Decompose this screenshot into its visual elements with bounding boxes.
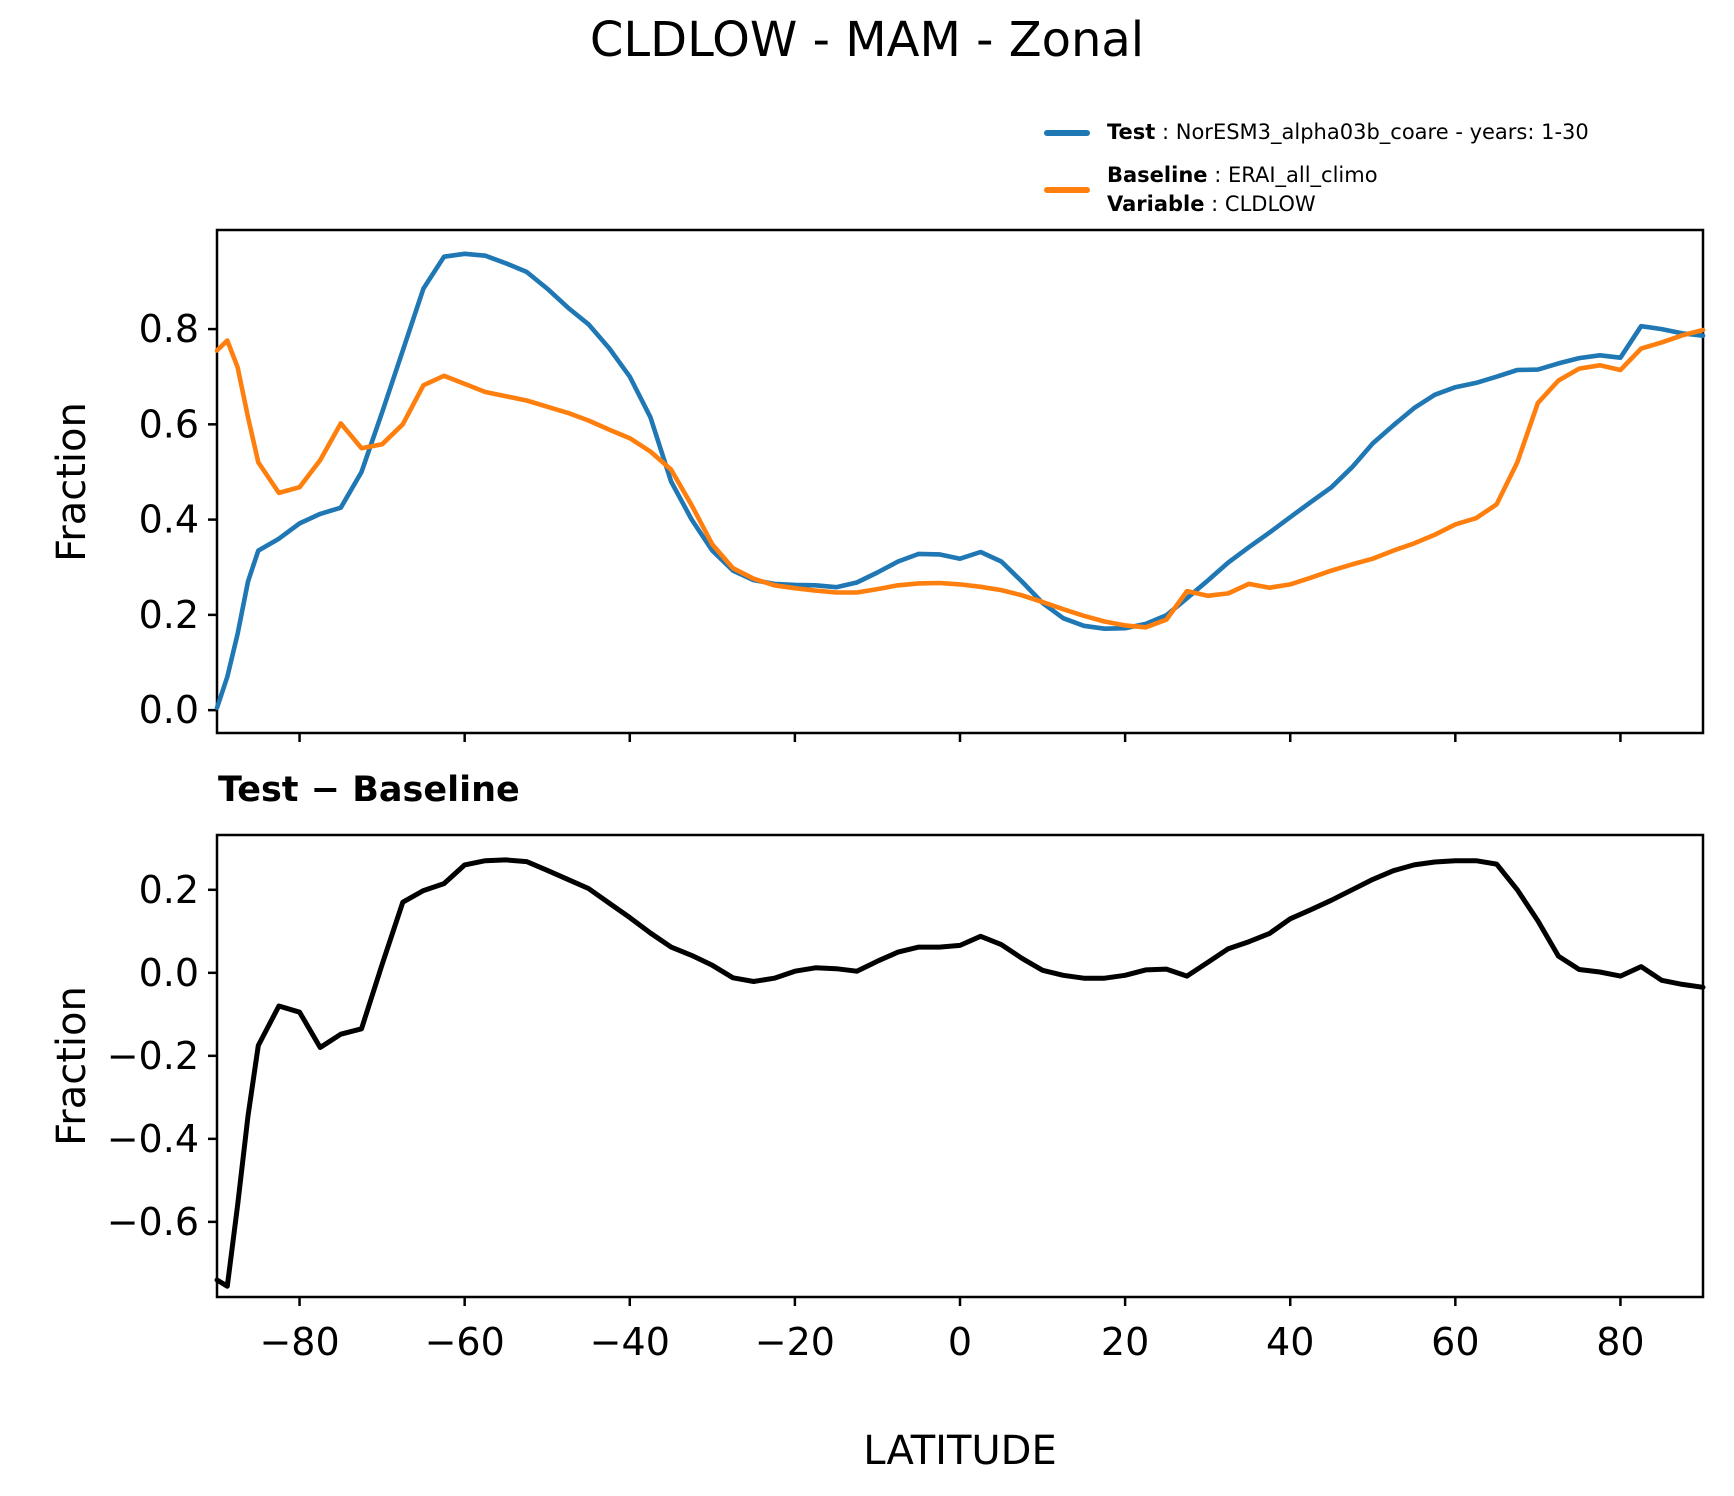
legend-test-value: : NorESM3_alpha03b_coare - years: 1-30	[1155, 120, 1589, 144]
figure-title: CLDLOW - MAM - Zonal	[589, 12, 1145, 68]
y-tick-label: 0.2	[139, 593, 199, 637]
y-tick-label: −0.6	[107, 1200, 199, 1244]
x-tick-label: 40	[1266, 1320, 1314, 1364]
x-tick-label: 0	[948, 1320, 972, 1364]
x-tick-label: −80	[259, 1320, 339, 1364]
x-tick-label: 20	[1101, 1320, 1149, 1364]
legend-entry-baseline-label: Baseline : ERAI_all_climo Variable : CLD…	[1107, 161, 1378, 219]
y-tick-label: 0.8	[139, 307, 199, 351]
legend: Test : NorESM3_alpha03b_coare - years: 1…	[1044, 118, 1589, 219]
panel-0-series-0-line	[214, 251, 1706, 711]
y-tick-label: 0.6	[139, 402, 199, 446]
baseline-line-swatch	[1044, 187, 1090, 193]
y-tick-label: −0.4	[107, 1117, 199, 1161]
legend-entry-test: Test : NorESM3_alpha03b_coare - years: 1…	[1044, 118, 1589, 147]
legend-baseline-line: Baseline : ERAI_all_climo	[1107, 161, 1378, 190]
x-axis-label: LATITUDE	[863, 1428, 1057, 1474]
x-tick-label: −40	[590, 1320, 670, 1364]
y-tick-label: 0.4	[139, 498, 199, 542]
y-tick-label: 0.0	[139, 688, 199, 732]
legend-entry-baseline: Baseline : ERAI_all_climo Variable : CLD…	[1044, 161, 1589, 219]
legend-baseline-key: Baseline	[1107, 163, 1208, 187]
panel-0-axes-box	[215, 228, 1705, 735]
x-tick-label: −60	[425, 1320, 505, 1364]
y-tick-label: −0.2	[107, 1034, 199, 1078]
panel-0-series-1-line	[214, 327, 1706, 630]
y-tick-label: 0.2	[139, 868, 199, 912]
panel-1-axes-box	[215, 833, 1705, 1299]
difference-panel-title: Test − Baseline	[218, 770, 520, 810]
x-tick-label: −20	[755, 1320, 835, 1364]
legend-test-key: Test	[1107, 120, 1156, 144]
test-line-swatch	[1044, 129, 1090, 136]
legend-baseline-value: : ERAI_all_climo	[1207, 163, 1378, 187]
legend-entry-test-label: Test : NorESM3_alpha03b_coare - years: 1…	[1107, 118, 1589, 147]
panel-1-series-0-line	[214, 857, 1706, 1289]
x-tick-label: 60	[1431, 1320, 1479, 1364]
legend-variable-value: : CLDLOW	[1204, 192, 1316, 216]
legend-variable-line: Variable : CLDLOW	[1107, 190, 1378, 219]
y-tick-label: 0.0	[139, 951, 199, 995]
legend-variable-key: Variable	[1107, 192, 1205, 216]
x-tick-label: 80	[1596, 1320, 1644, 1364]
